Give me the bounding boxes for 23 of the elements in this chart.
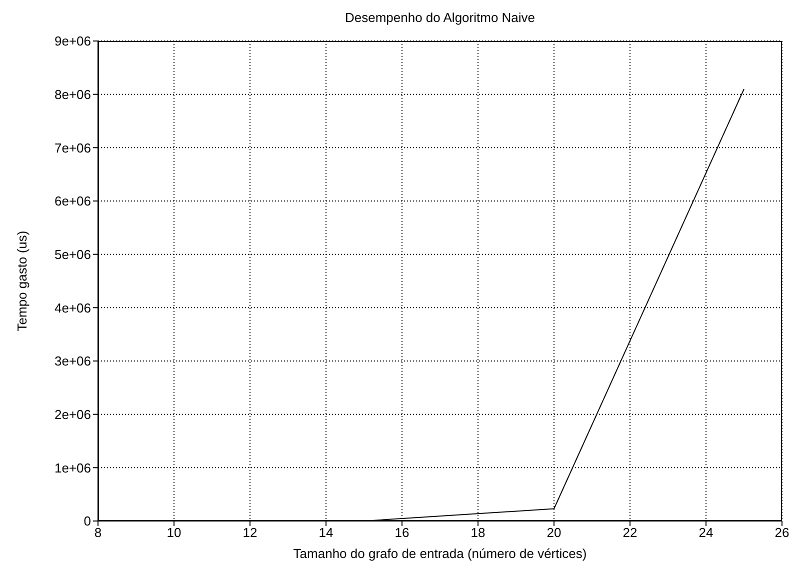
x-tick-label: 10 <box>166 525 182 540</box>
x-tick-label: 26 <box>774 525 790 540</box>
x-axis-title: Tamanho do grafo de entrada (número de vértices) <box>293 546 587 561</box>
x-tick-label: 18 <box>470 525 486 540</box>
y-tick-label: 9e+06 <box>54 34 91 49</box>
y-tick-label: 4e+06 <box>54 300 91 316</box>
x-tick-label: 12 <box>242 525 258 540</box>
y-tick-label: 1e+06 <box>54 460 91 476</box>
x-tick-label: 16 <box>394 525 410 540</box>
y-tick-label: 2e+06 <box>54 406 91 422</box>
y-tick-label: 5e+06 <box>54 246 91 262</box>
y-axis-title: Tempo gasto (us) <box>14 230 30 332</box>
y-tick-label: 0 <box>84 514 91 529</box>
y-tick-label: 7e+06 <box>54 140 91 156</box>
x-tick-label: 22 <box>622 525 638 540</box>
chart-title: Desempenho do Algoritmo Naive <box>344 10 536 25</box>
y-tick-label: 6e+06 <box>54 194 91 209</box>
x-tick-label: 24 <box>698 525 714 540</box>
x-tick-label: 8 <box>94 525 102 540</box>
y-tick-label: 8e+06 <box>54 86 91 102</box>
y-tick-label: 3e+06 <box>54 354 91 369</box>
x-tick-label: 20 <box>546 525 562 540</box>
x-tick-label: 14 <box>318 525 334 540</box>
